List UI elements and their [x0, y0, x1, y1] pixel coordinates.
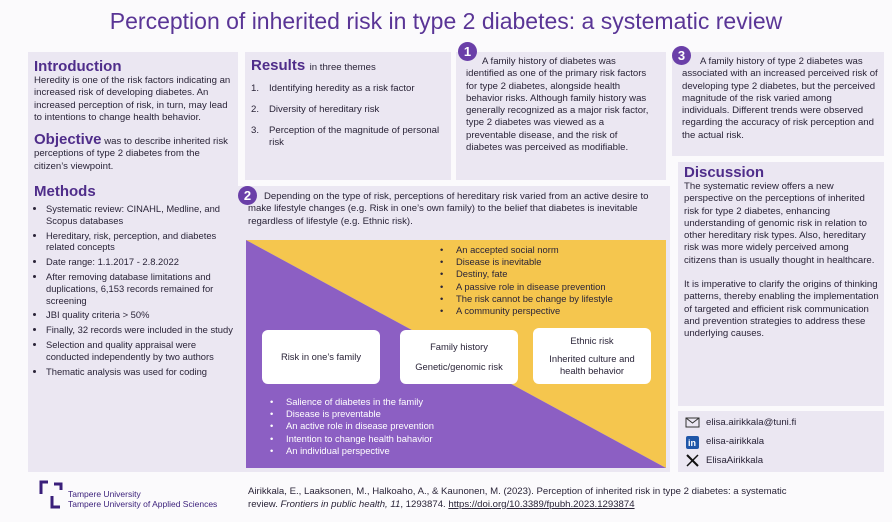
objective-heading: Objective — [34, 131, 102, 149]
doi-link[interactable]: https://doi.org/10.3389/fpubh.2023.12938… — [448, 499, 635, 510]
poster-title: Perception of inherited risk in type 2 d… — [109, 8, 783, 34]
svg-text:in: in — [688, 438, 696, 448]
methods-item: Thematic analysis was used for coding — [46, 366, 234, 378]
results-number: 3. — [251, 125, 260, 136]
figure-item: Destiny, fate • — [440, 268, 508, 280]
methods-heading: Methods — [34, 183, 96, 201]
figure-item: Disease is inevitable • — [440, 256, 542, 268]
bullet: • — [440, 256, 444, 268]
results-text: Perception of the magnitude of personal … — [269, 125, 440, 148]
bullet: • — [440, 305, 444, 317]
citation: Airikkala, E., Laaksonen, M., Halkoaho, … — [248, 486, 787, 510]
methods-item: Date range: 1.1.2017 - 2.8.2022 — [46, 256, 234, 268]
results-text: Diversity of hereditary risk — [269, 104, 380, 115]
logo-mark — [39, 480, 63, 509]
methods-item: Selection and quality appraisal were con… — [46, 339, 234, 363]
bullet: • — [270, 444, 274, 456]
methods-item: Systematic review: CINAHL, Medline, and … — [46, 203, 234, 227]
figure-item: Intention to change health bahavior • — [270, 432, 433, 444]
bullet: • — [440, 268, 444, 280]
finding-number: 2 — [238, 186, 257, 205]
results-number: 2. — [251, 104, 260, 115]
methods-item: Finally, 32 records were included in the… — [46, 324, 234, 336]
citation-journal: Frontiers in public health, 11 — [280, 499, 401, 510]
bullet: • — [270, 420, 274, 432]
objective-text: was to describe inherited risk perceptio… — [34, 136, 228, 172]
results-number: 1. — [251, 83, 260, 94]
discussion-paragraph: The systematic review offers a new persp… — [684, 181, 875, 266]
intro-heading: Introduction — [34, 58, 122, 75]
figure-item: A passive role in disease prevention • — [440, 280, 606, 292]
finding-1: 1 A family history of diabetes was ident… — [456, 42, 666, 180]
bullet: • — [270, 396, 274, 407]
figure-item: Salience of diabetes in the family • — [270, 396, 424, 407]
finding-text: Depending on the type of risk, perceptio… — [248, 191, 649, 227]
figure-item: The risk cannot be change by lifestyle • — [440, 292, 613, 304]
bullet: • — [270, 408, 274, 420]
figure-item: An accepted social norm • — [440, 244, 559, 255]
results-item: 1. Identifying heredity as a risk factor — [251, 83, 447, 95]
bullet: • — [440, 280, 444, 292]
finding-3: 3 A family history of type 2 diabetes wa… — [672, 46, 884, 156]
risk-box: Risk in one’s family — [262, 330, 380, 384]
results-item: 3. Perception of the magnitude of persona… — [251, 125, 447, 149]
logo-line: Tampere University of Applied Sciences — [68, 499, 218, 509]
x-handle[interactable]: ElisaAirikkala — [706, 455, 764, 466]
discussion-panel: Discussion The systematic review offers … — [678, 162, 884, 406]
methods-item: After removing database limitations and … — [46, 271, 234, 306]
box-subtitle: Genetic/genomic risk — [415, 361, 503, 372]
methods-item: Hereditary, risk, perception, and diabet… — [46, 230, 234, 254]
yellow-list: An accepted social norm • Disease is inevi… — [438, 244, 658, 317]
figure-item: An individual perspective • — [270, 444, 390, 456]
logo-line: Tampere University — [68, 489, 141, 499]
bullet: • — [440, 244, 444, 255]
results-subheading: in three themes — [309, 62, 376, 73]
finding-text: A family history of diabetes was identif… — [466, 56, 649, 154]
linkedin[interactable]: elisa-airikkala — [706, 436, 765, 447]
results-item: 2. Diversity of hereditary risk — [251, 104, 447, 116]
bullet: • — [270, 432, 274, 444]
box-title: Family history — [430, 341, 488, 352]
box-title: Risk in one’s family — [280, 351, 362, 362]
methods-list: Systematic review: CINAHL, Medline, and … — [34, 203, 234, 377]
results-panel: Results in three themes 1. Identifying he… — [245, 52, 451, 180]
left-column: Introduction Heredity is one of the risk… — [28, 52, 238, 472]
figure-item: A community perspective • — [440, 305, 561, 317]
discussion-paragraph: It is imperative to clarify the origins … — [684, 279, 879, 340]
box-title: Ethnic risk — [570, 335, 614, 346]
discussion-heading: Discussion — [684, 164, 765, 181]
results-text: Identifying heredity as a risk factor — [269, 83, 415, 94]
methods-item: JBI quality criteria > 50% — [46, 309, 234, 321]
figure-item: Disease is preventable • — [270, 408, 381, 420]
contact-panel: in elisa.airikkala@tuni.fi elisa-airikka… — [678, 411, 884, 472]
risk-box: Family history Genetic/genomic risk — [400, 330, 518, 384]
bullet: • — [440, 292, 444, 304]
results-list: 1. Identifying heredity as a risk factor 2… — [251, 83, 447, 149]
results-heading: Results — [251, 57, 306, 74]
box-subtitle: Inherited culture and health behavior — [549, 353, 635, 376]
risk-box: Ethnic risk Inherited culture and health … — [533, 328, 651, 384]
finding-text: A family history of type 2 diabetes was … — [682, 56, 878, 141]
figure-item: An active role in disease prevention • — [270, 420, 435, 432]
finding-2: 2 Depending on the type of risk, percept… — [238, 186, 670, 472]
intro-text: Heredity is one of the risk factors indi… — [34, 75, 231, 123]
finding-number: 3 — [672, 46, 691, 65]
email[interactable]: elisa.airikkala@tuni.fi — [706, 417, 797, 428]
finding-number: 1 — [458, 42, 477, 61]
contact-icons: in — [685, 417, 700, 467]
purple-list: Salience of diabetes in the family • Disea… — [268, 396, 518, 457]
citation-pages: , 1293874. — [400, 499, 446, 510]
